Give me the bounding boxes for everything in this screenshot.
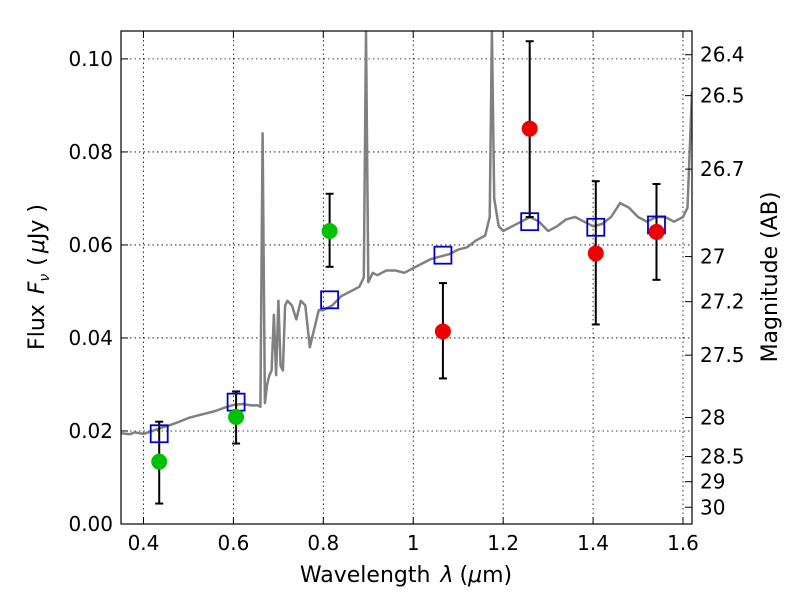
plot-frame <box>120 30 693 525</box>
y-tick-label: 0.02 <box>68 419 113 443</box>
y-tick-label: 0.06 <box>68 233 113 257</box>
y2-tick-label: 26.4 <box>700 43 745 67</box>
y2-tick-label: 27.2 <box>700 290 745 314</box>
model-point <box>320 290 340 310</box>
x-tick-label: 0.4 <box>128 531 160 555</box>
x-axis-title: Wavelength λ (μm) <box>300 563 512 588</box>
x-tick-label: 1 <box>407 531 420 555</box>
tick-labels: 0.4 0.6 0.8 1 1.2 1.4 1.6 0.00 0.02 0.04 0.06 0.08 0… <box>68 43 744 555</box>
y2-tick-label: 28.5 <box>700 445 745 469</box>
y-tick-label: 0.08 <box>68 140 113 164</box>
observed-point-green <box>321 222 338 239</box>
model-point <box>433 245 453 265</box>
y2-tick-label: 27.5 <box>700 343 745 367</box>
x-tick-label: 1.4 <box>577 531 609 555</box>
y-tick-label: 0.10 <box>68 47 113 71</box>
observed-point-green <box>151 453 168 470</box>
plot-area <box>121 31 692 505</box>
y-axis-title: FluxFν(μJy ) <box>25 204 53 350</box>
observed-markers <box>151 120 665 470</box>
observed-point-red <box>521 120 538 137</box>
y2-axis-title: Magnitude (AB) <box>758 192 783 363</box>
axis-ticks <box>121 31 692 525</box>
grid-lines <box>121 31 692 525</box>
y2-tick-label: 30 <box>700 495 725 519</box>
model-point <box>586 217 606 237</box>
x-tick-label: 0.6 <box>217 531 249 555</box>
x-tick-label: 0.8 <box>307 531 339 555</box>
model-point <box>149 424 169 444</box>
x-tick-label: 1.2 <box>487 531 519 555</box>
model-point <box>520 212 540 232</box>
observed-point-red <box>648 223 665 240</box>
y2-tick-label: 26.5 <box>700 84 745 108</box>
y2-tick-label: 27 <box>700 245 725 269</box>
y2-tick-label: 26.7 <box>700 157 745 181</box>
y2-tick-label: 28 <box>700 405 725 429</box>
y-tick-label: 0.00 <box>68 512 113 536</box>
observed-point-red <box>434 323 451 340</box>
plot-background <box>121 31 692 524</box>
observed-point-red <box>587 245 604 262</box>
y2-tick-label: 29 <box>700 470 725 494</box>
x-tick-label: 1.6 <box>667 531 699 555</box>
y-tick-label: 0.04 <box>68 326 113 350</box>
observed-point-green <box>228 409 245 426</box>
